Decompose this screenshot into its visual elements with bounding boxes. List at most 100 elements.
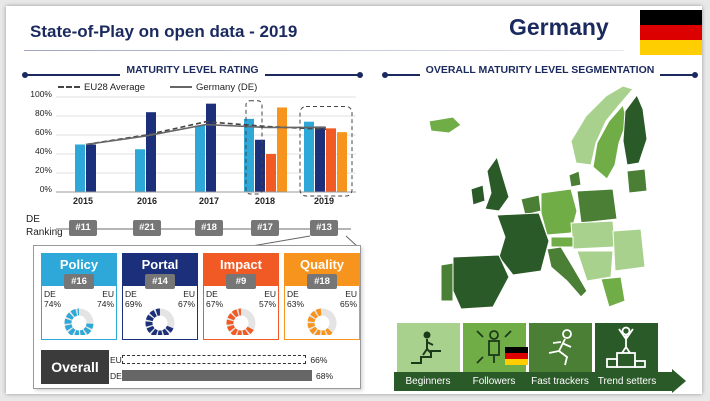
card-policy-title: Policy [59, 257, 99, 272]
card-impact-de-label: DE [206, 289, 218, 299]
card-impact: Impact #9 DE EU 67% 57% [203, 253, 279, 340]
card-impact-rank: #9 [226, 274, 256, 289]
ranking-label-line1: DE [26, 214, 40, 225]
header-divider [24, 50, 624, 51]
rank-2018: #17 [251, 220, 279, 236]
card-quality-de-label: DE [287, 289, 299, 299]
followers-icon [476, 330, 512, 364]
segment-label-followers: Followers [472, 376, 516, 387]
card-portal-title: Portal [141, 257, 179, 272]
maturity-bar-chart [56, 96, 356, 197]
x-tick: 2015 [72, 196, 94, 206]
germany-flag-small-icon [505, 347, 529, 365]
segment-label-fast-trackers: Fast trackers [531, 376, 589, 387]
card-policy-de-label: DE [44, 289, 56, 299]
card-policy-donut [64, 308, 94, 335]
dimension-panel: Policy #16 DE EU 74% 74% Portal #14 DE E… [33, 245, 361, 389]
bar-impact-2019 [326, 128, 336, 192]
stairs-person-icon [411, 331, 441, 364]
segment-trend-setters [594, 322, 659, 374]
ranking-label: DE Ranking [26, 213, 63, 239]
maturity-rating-title: MATURITY LEVEL RATING [120, 64, 265, 76]
segment-arrow-tip [672, 369, 686, 393]
page-title: State-of-Play on open data - 2019 [30, 22, 298, 41]
rank-2016: #21 [133, 220, 161, 236]
donut-fill [145, 308, 174, 335]
segment-label-beginners: Beginners [405, 376, 451, 387]
bar-policy-2017 [195, 125, 205, 192]
bar-policy-2019 [304, 121, 314, 192]
podium-winner-icon [606, 326, 646, 368]
ranking-label-line2: Ranking [26, 227, 63, 238]
highlight-2019 [299, 106, 353, 197]
y-tick: 80% [34, 108, 52, 118]
card-impact-donut [226, 308, 256, 335]
europe-map [428, 85, 648, 310]
segment-label-trend-setters: Trend setters [597, 376, 657, 387]
card-portal-eu-label: EU [183, 289, 195, 299]
card-policy-eu-label: EU [102, 289, 114, 299]
card-quality-title: Quality [299, 257, 345, 272]
card-impact-eu-value: 57% [258, 299, 276, 309]
y-tick: 0% [39, 184, 52, 194]
rank-2017: #18 [195, 220, 223, 236]
germany-flag-icon [640, 10, 702, 55]
card-impact-de-value: 67% [206, 299, 224, 309]
x-tick: 2017 [198, 196, 220, 206]
legend-eu-label: EU28 Average [84, 82, 146, 93]
legend-de: Germany (DE) [170, 82, 257, 93]
slide: State-of-Play on open data - 2019 German… [6, 6, 702, 394]
y-tick: 100% [30, 89, 52, 99]
country-name: Germany [509, 14, 609, 40]
card-portal-eu-value: 67% [177, 299, 195, 309]
segment-followers [462, 322, 529, 374]
x-tick: 2016 [136, 196, 158, 206]
bar-portal-2016 [146, 112, 156, 192]
bar-portal-2019 [315, 126, 325, 192]
card-quality-eu-value: 65% [339, 299, 357, 309]
card-quality: Quality #18 DE EU 63% 65% [284, 253, 360, 340]
overall-de-label: DE [110, 371, 122, 381]
highlight-2018 [245, 100, 263, 195]
segment-fast-trackers [528, 322, 593, 374]
legend-eu: EU28 Average [58, 82, 145, 93]
card-portal-de-value: 69% [125, 299, 143, 309]
segment-arrow [394, 372, 672, 391]
bar-portal-2017 [206, 103, 216, 192]
y-tick: 20% [34, 165, 52, 175]
card-quality-de-value: 63% [287, 299, 305, 309]
bar-quality-2019 [337, 132, 347, 192]
card-quality-donut [307, 308, 337, 335]
card-policy-de-value: 74% [44, 299, 62, 309]
overall-de-bar [122, 370, 312, 381]
runner-icon [548, 329, 572, 366]
donut-fill [64, 308, 94, 335]
line-germany [85, 123, 326, 146]
bar-policy-2018 [244, 118, 254, 192]
x-tick: 2019 [313, 196, 335, 206]
overall-label: Overall [41, 350, 109, 384]
card-portal: Portal #14 DE EU 69% 67% [122, 253, 198, 340]
card-impact-eu-label: EU [264, 289, 276, 299]
bar-portal-2015 [86, 144, 96, 192]
x-tick: 2018 [254, 196, 276, 206]
rank-2019: #13 [310, 220, 338, 236]
y-tick: 40% [34, 146, 52, 156]
card-portal-rank: #14 [145, 274, 175, 289]
card-impact-title: Impact [220, 257, 262, 272]
card-portal-donut [145, 308, 175, 335]
card-policy-rank: #16 [64, 274, 94, 289]
bar-quality-2018 [277, 107, 287, 192]
card-quality-rank: #18 [307, 274, 337, 289]
overall-eu-bar [122, 355, 307, 364]
bar-portal-2018 [255, 139, 265, 192]
overall-eu-label: EU [110, 355, 122, 365]
segment-beginners [396, 322, 461, 374]
donut-fill [226, 308, 254, 335]
card-quality-eu-label: EU [345, 289, 357, 299]
bar-impact-2018 [266, 154, 276, 192]
card-policy-eu-value: 74% [96, 299, 114, 309]
segmentation-title: OVERALL MATURITY LEVEL SEGMENTATION [419, 64, 661, 76]
overall-de-value: 68% [316, 371, 334, 381]
legend-de-label: Germany (DE) [196, 82, 258, 93]
